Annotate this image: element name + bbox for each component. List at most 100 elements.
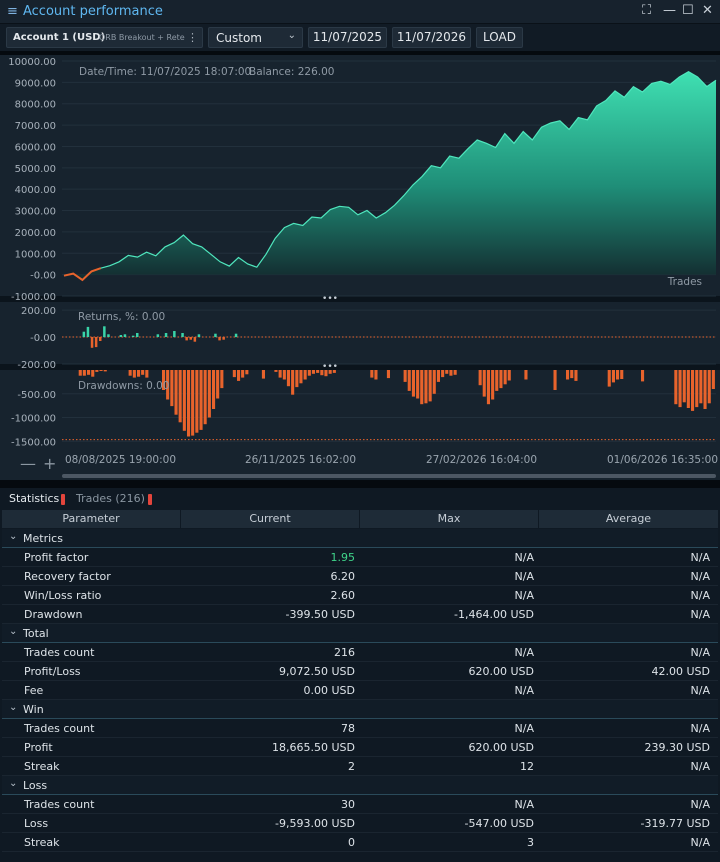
x-tick-label: 01/06/2026 16:35:00 — [607, 454, 718, 466]
cell-current: 2 — [348, 760, 355, 773]
drawdown-bar — [166, 370, 170, 400]
fullscreen-icon[interactable]: ⛶ — [642, 3, 652, 18]
chart-canvas: ••• ••• 10000.00 9000.00 8000.00 7000.00 6000… — [0, 57, 720, 466]
hamburger-menu-icon[interactable]: ≡ — [7, 4, 18, 19]
drawdown-bar — [486, 370, 490, 405]
cell-current: -9,593.00 USD — [275, 817, 355, 830]
cell-current: 30 — [341, 798, 355, 811]
account-selector[interactable]: Account 1 (USD) ORB Breakout + Rete ⋮ — [6, 27, 203, 48]
zoom-in-icon[interactable]: + — [43, 454, 57, 473]
info-balance: Balance: 226.00 — [249, 66, 335, 78]
returns-bar — [173, 331, 176, 338]
drawdown-bar — [307, 370, 311, 376]
returns-bar — [156, 334, 160, 337]
range-select[interactable]: Custom ⌄ — [208, 27, 303, 48]
table-row: Streak 2 12 N/A — [2, 757, 718, 776]
minimize-icon[interactable]: — — [663, 3, 676, 18]
drawdown-bar — [574, 370, 578, 381]
drawdown-bar — [316, 370, 320, 373]
cell-parameter: Profit factor — [24, 551, 89, 564]
chevron-down-icon[interactable]: ⌄ — [9, 626, 18, 637]
drawdown-bar — [570, 370, 574, 379]
group-row-loss[interactable]: ⌄ Loss — [2, 776, 718, 795]
drawdown-bar — [424, 370, 428, 404]
drawdown-bar — [141, 370, 145, 375]
cell-average: N/A — [690, 551, 710, 564]
returns-bar — [107, 334, 110, 337]
drawdown-bar — [178, 370, 182, 423]
y-tick-label: -200.00 — [17, 360, 56, 371]
drawdown-bar — [428, 370, 432, 402]
table-row: Trades count 78 N/A N/A — [2, 719, 718, 738]
group-row-total[interactable]: ⌄ Total — [2, 624, 718, 643]
cell-parameter: Trades count — [24, 646, 95, 659]
date-to-button[interactable]: 11/07/2026 — [392, 27, 471, 48]
drawdown-bar — [332, 370, 336, 373]
drawdown-bar — [491, 370, 495, 400]
drawdown-bar — [641, 370, 645, 382]
drawdown-bar — [324, 370, 328, 377]
drawdown-bar — [616, 370, 620, 380]
returns-label: Returns, %: 0.00 — [78, 311, 165, 323]
drawdown-bar — [482, 370, 486, 397]
cell-average: N/A — [690, 798, 710, 811]
performance-chart[interactable]: ••• ••• 10000.00 9000.00 8000.00 7000.00 6000… — [0, 55, 720, 480]
cell-average: N/A — [690, 722, 710, 735]
drawdown-bar — [99, 370, 103, 371]
returns-bar — [90, 337, 94, 348]
returns-bar — [234, 333, 238, 338]
y-tick-label: 8000.00 — [15, 100, 56, 111]
group-row-win[interactable]: ⌄ Win — [2, 700, 718, 719]
chevron-down-icon[interactable]: ⌄ — [9, 702, 18, 713]
cell-average: 42.00 USD — [651, 665, 711, 678]
group-label: Total — [23, 627, 49, 640]
drawdown-bar — [182, 370, 186, 431]
zoom-out-icon[interactable]: — — [20, 454, 36, 473]
cell-current: 18,665.50 USD — [272, 741, 355, 754]
drawdown-bar — [237, 370, 241, 381]
kebab-menu-icon[interactable]: ⋮ — [187, 31, 198, 44]
cell-max: N/A — [514, 646, 534, 659]
cell-max: N/A — [514, 551, 534, 564]
col-header-max[interactable]: Max — [360, 510, 539, 528]
cell-average: N/A — [690, 589, 710, 602]
returns-bar — [193, 337, 197, 342]
drawdown-bar — [170, 370, 174, 407]
col-header-parameter[interactable]: Parameter — [2, 510, 181, 528]
close-icon[interactable]: ✕ — [702, 3, 713, 18]
group-row-metrics[interactable]: ⌄ Metrics — [2, 529, 718, 548]
cell-max: -1,464.00 USD — [454, 608, 534, 621]
panel-resize-handle: ••• — [322, 362, 338, 372]
y-tick-label: 200.00 — [21, 306, 56, 317]
y-tick-label: 5000.00 — [15, 164, 56, 175]
col-header-current[interactable]: Current — [181, 510, 360, 528]
drawdown-bar — [503, 370, 507, 385]
panel-divider[interactable] — [0, 480, 720, 488]
load-button[interactable]: LOAD — [476, 27, 523, 48]
table-row: Profit/Loss 9,072.50 USD 620.00 USD 42.0… — [2, 662, 718, 681]
col-header-average[interactable]: Average — [539, 510, 718, 528]
cell-parameter: Fee — [24, 684, 44, 697]
drawdown-bar — [524, 370, 528, 380]
chevron-down-icon[interactable]: ⌄ — [9, 778, 18, 789]
cell-parameter: Trades count — [24, 798, 95, 811]
chevron-down-icon[interactable]: ⌄ — [9, 531, 18, 542]
tab-statistics[interactable]: Statistics — [9, 492, 60, 505]
cell-average: N/A — [690, 836, 710, 849]
returns-bar — [119, 335, 123, 337]
drawdown-bar — [291, 370, 295, 395]
drawdown-bar — [370, 370, 374, 378]
tab-trades[interactable]: Trades (216) — [76, 492, 145, 505]
drawdowns-label: Drawdowns: 0.00 — [78, 380, 169, 392]
y-tick-label: 1000.00 — [15, 249, 56, 260]
cell-current: 0 — [348, 836, 355, 849]
drawdown-bar — [711, 370, 715, 389]
returns-bar — [82, 331, 86, 338]
maximize-icon[interactable]: ☐ — [682, 3, 694, 18]
y-tick-label: -1000.00 — [11, 414, 56, 425]
y-tick-label: -1000.00 — [11, 292, 56, 303]
date-from-button[interactable]: 11/07/2025 — [308, 27, 387, 48]
drawdown-bar — [386, 370, 390, 379]
chart-scrollbar[interactable] — [62, 474, 716, 478]
drawdown-bar — [95, 370, 99, 372]
